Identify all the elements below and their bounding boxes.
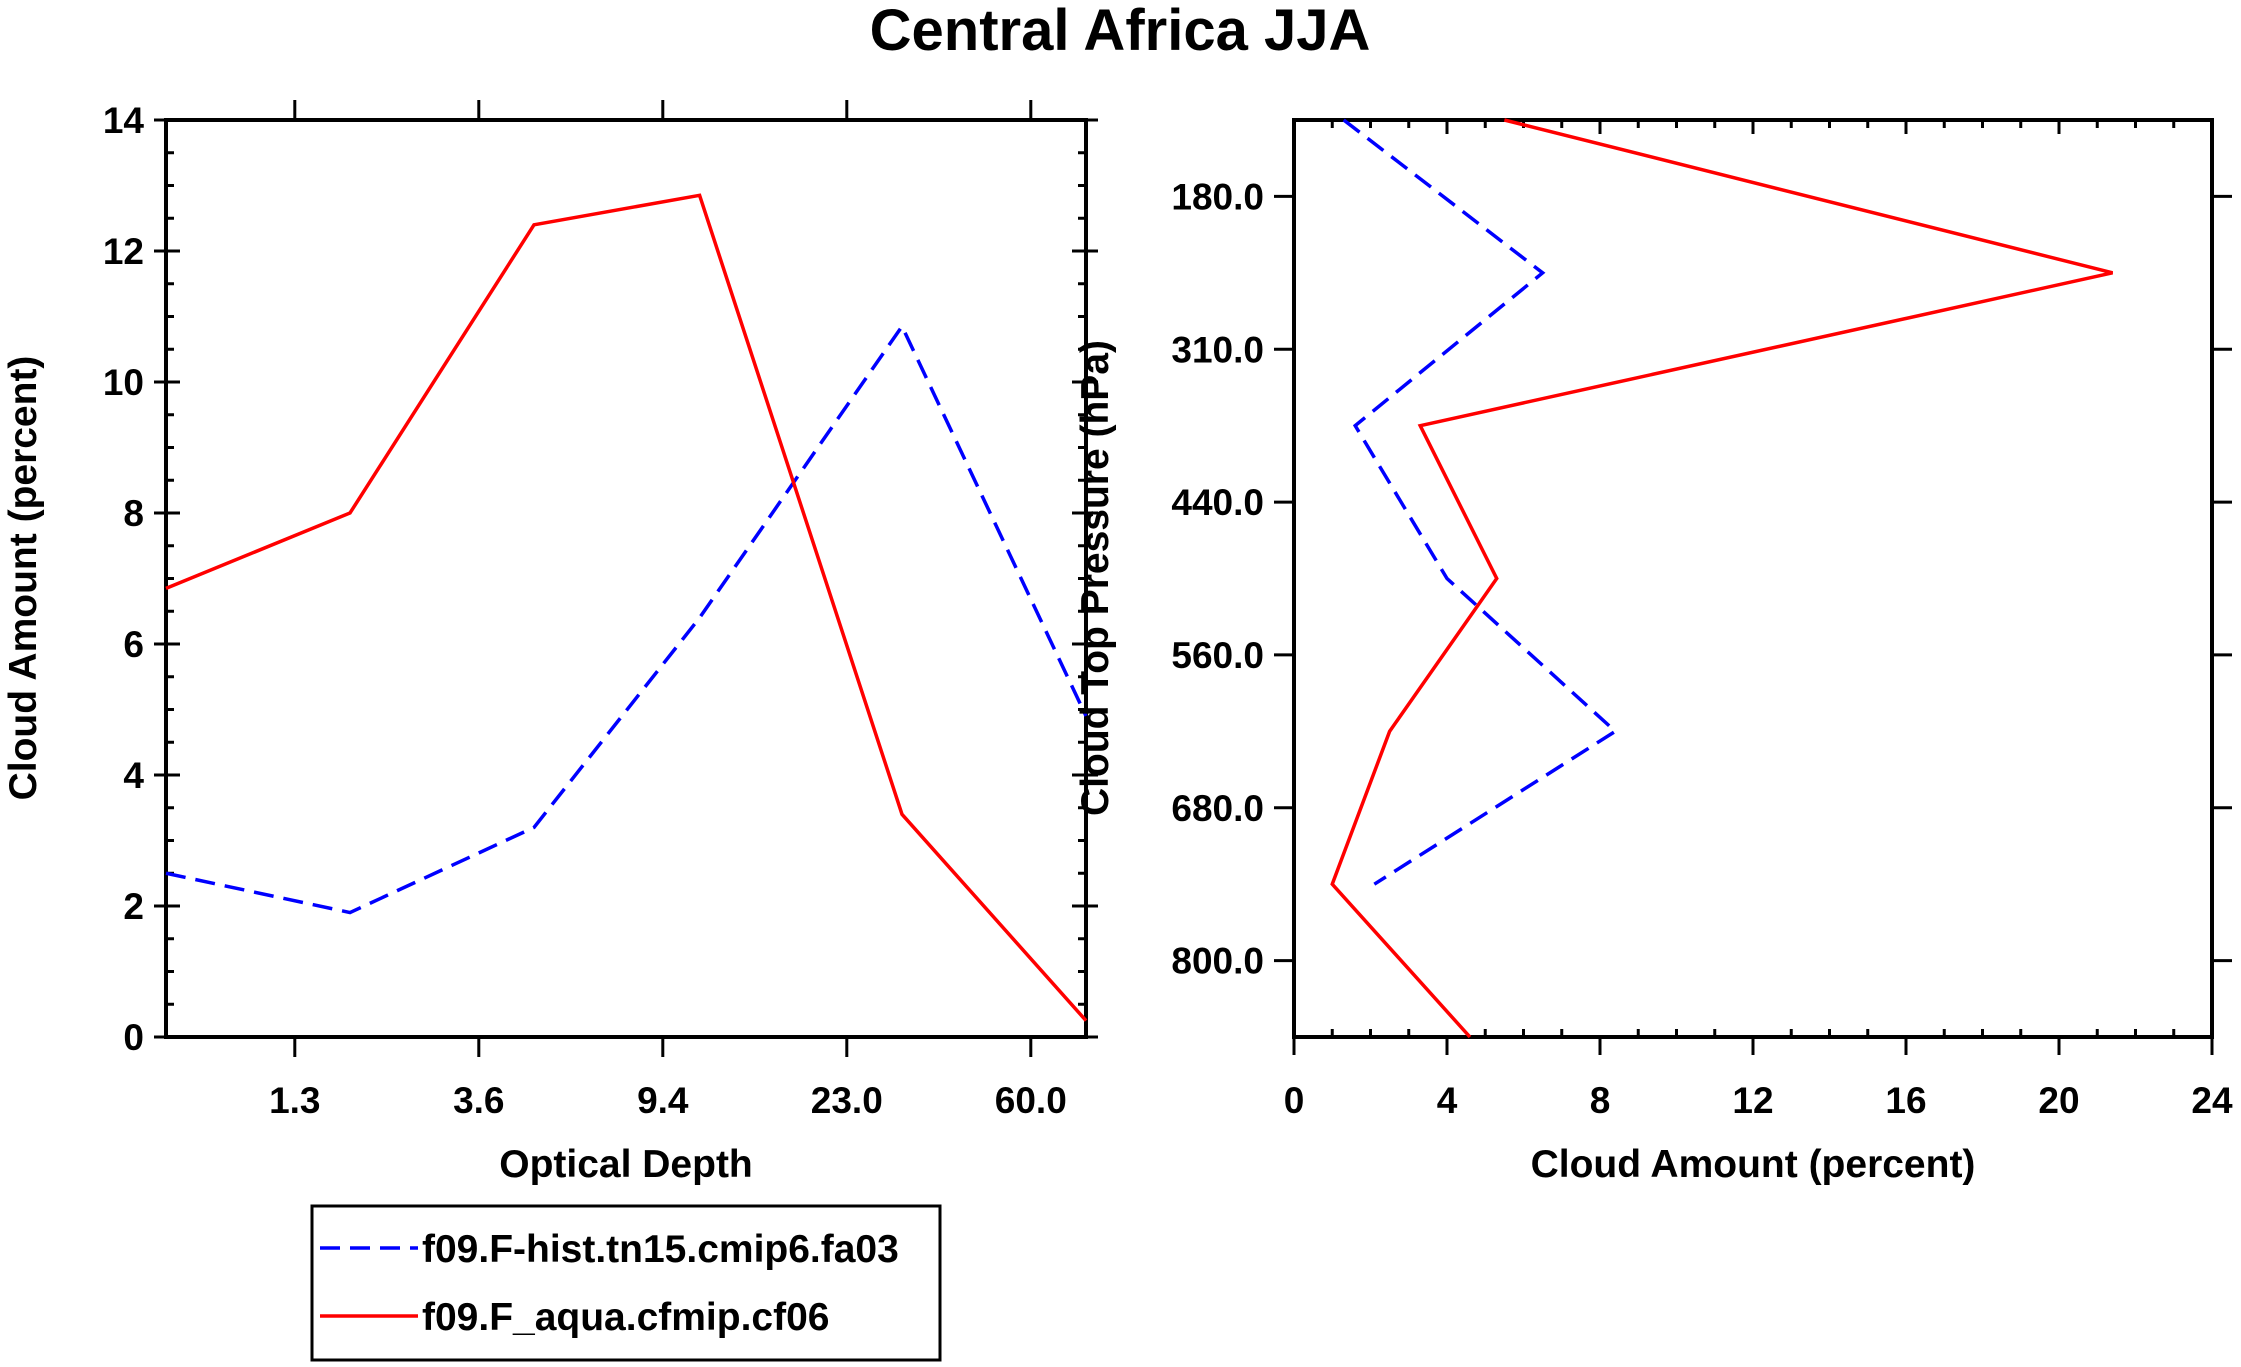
y-tick-label: 0: [123, 1017, 144, 1058]
series-line-hist: [165, 322, 1088, 915]
left-y-axis-label: Cloud Amount (percent): [2, 356, 45, 801]
right-y-axis-label: Cloud Top Pressure (hPa): [1074, 340, 1117, 816]
y-tick-label: 10: [103, 362, 144, 403]
x-tick-label: 16: [1885, 1080, 1926, 1121]
left-panel-ticks: 0 2 4 6 8 10 12 14 1.3 3.6 9.4 23.0 60.0: [103, 100, 1098, 1121]
series-line-hist: [1342, 118, 1619, 886]
right-x-axis-label: Cloud Amount (percent): [1531, 1143, 1976, 1186]
y-tick-label: 4: [123, 755, 144, 796]
right-panel-frame: [1292, 118, 2214, 1039]
y-tick-label: 560.0: [1171, 635, 1264, 676]
left-panel-optical-depth: 0 2 4 6 8 10 12 14 1.3 3.6 9.4 23.0 60.0 Optical Dep…: [2, 100, 1098, 1186]
y-tick-label: 14: [103, 100, 145, 141]
legend-label-aqua: f09.F_aqua.cfmip.cf06: [422, 1296, 829, 1339]
right-panel-ticks: 0 4 8 12 16 20 24 180.0 310.0 440.0 560.0 680.0 800.…: [1171, 120, 2233, 1121]
y-tick-label: 12: [103, 231, 144, 272]
x-tick-label: 8: [1590, 1080, 1611, 1121]
y-tick-label: 440.0: [1171, 482, 1264, 523]
y-tick-label: 310.0: [1171, 329, 1264, 370]
legend-label-hist: f09.F-hist.tn15.cmip6.fa03: [422, 1228, 899, 1271]
y-tick-label: 2: [123, 886, 144, 927]
x-tick-label: 3.6: [453, 1080, 504, 1121]
y-tick-label: 680.0: [1171, 788, 1264, 829]
x-tick-label: 0: [1284, 1080, 1305, 1121]
x-tick-label: 23.0: [811, 1080, 883, 1121]
y-tick-label: 800.0: [1171, 941, 1264, 982]
x-tick-label: 12: [1732, 1080, 1773, 1121]
left-panel-frame: [164, 118, 1088, 1039]
legend: f09.F-hist.tn15.cmip6.fa03 f09.F_aqua.cf…: [310, 1204, 942, 1362]
y-tick-label: 6: [123, 624, 144, 665]
right-panel-series: [1330, 118, 2113, 1039]
x-tick-label: 9.4: [637, 1080, 689, 1121]
x-tick-label: 20: [2038, 1080, 2079, 1121]
x-tick-label: 1.3: [269, 1080, 320, 1121]
figure-title: Central Africa JJA: [870, 0, 1371, 63]
x-tick-label: 24: [2191, 1080, 2233, 1121]
legend-box: [310, 1204, 942, 1362]
x-tick-label: 4: [1437, 1080, 1458, 1121]
series-line-aqua: [165, 193, 1088, 1022]
left-x-axis-label: Optical Depth: [499, 1143, 753, 1186]
y-tick-label: 180.0: [1171, 176, 1264, 217]
left-panel-series: [165, 193, 1088, 1022]
x-tick-label: 60.0: [995, 1080, 1067, 1121]
y-tick-label: 8: [123, 493, 144, 534]
right-panel-pressure-profile: 0 4 8 12 16 20 24 180.0 310.0 440.0 560.0 680.0 800.…: [1074, 118, 2233, 1186]
